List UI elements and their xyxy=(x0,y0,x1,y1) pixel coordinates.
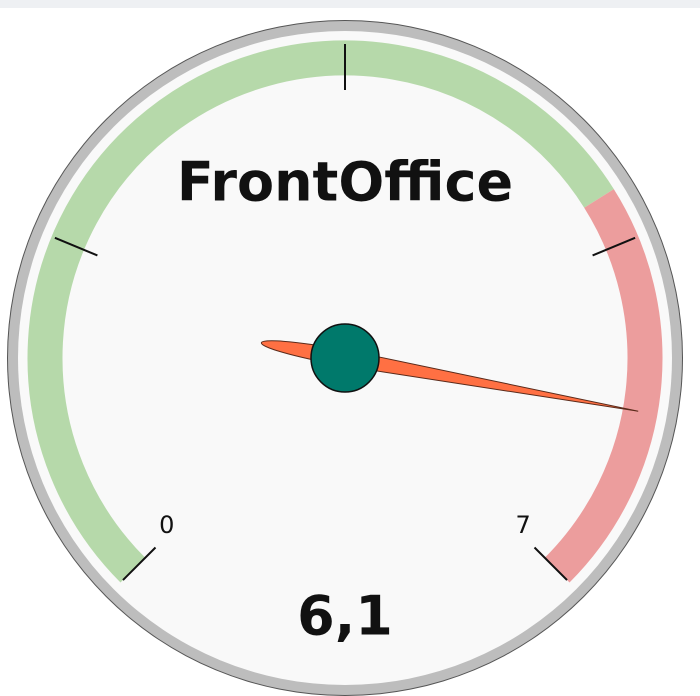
band xyxy=(27,40,614,583)
band xyxy=(544,189,663,583)
tick-mark xyxy=(122,546,157,581)
value-label: 6,1 xyxy=(297,585,393,648)
needle-hub xyxy=(310,323,380,393)
bands xyxy=(27,40,663,583)
chart-title: FrontOffice xyxy=(177,151,513,214)
top-strip xyxy=(0,0,700,8)
tick-label: 7 xyxy=(516,511,531,539)
tick-label: 0 xyxy=(159,511,174,539)
needle-group xyxy=(260,323,639,412)
tick-mark xyxy=(592,236,636,257)
tick-mark xyxy=(54,236,98,257)
tick-mark xyxy=(533,546,568,581)
